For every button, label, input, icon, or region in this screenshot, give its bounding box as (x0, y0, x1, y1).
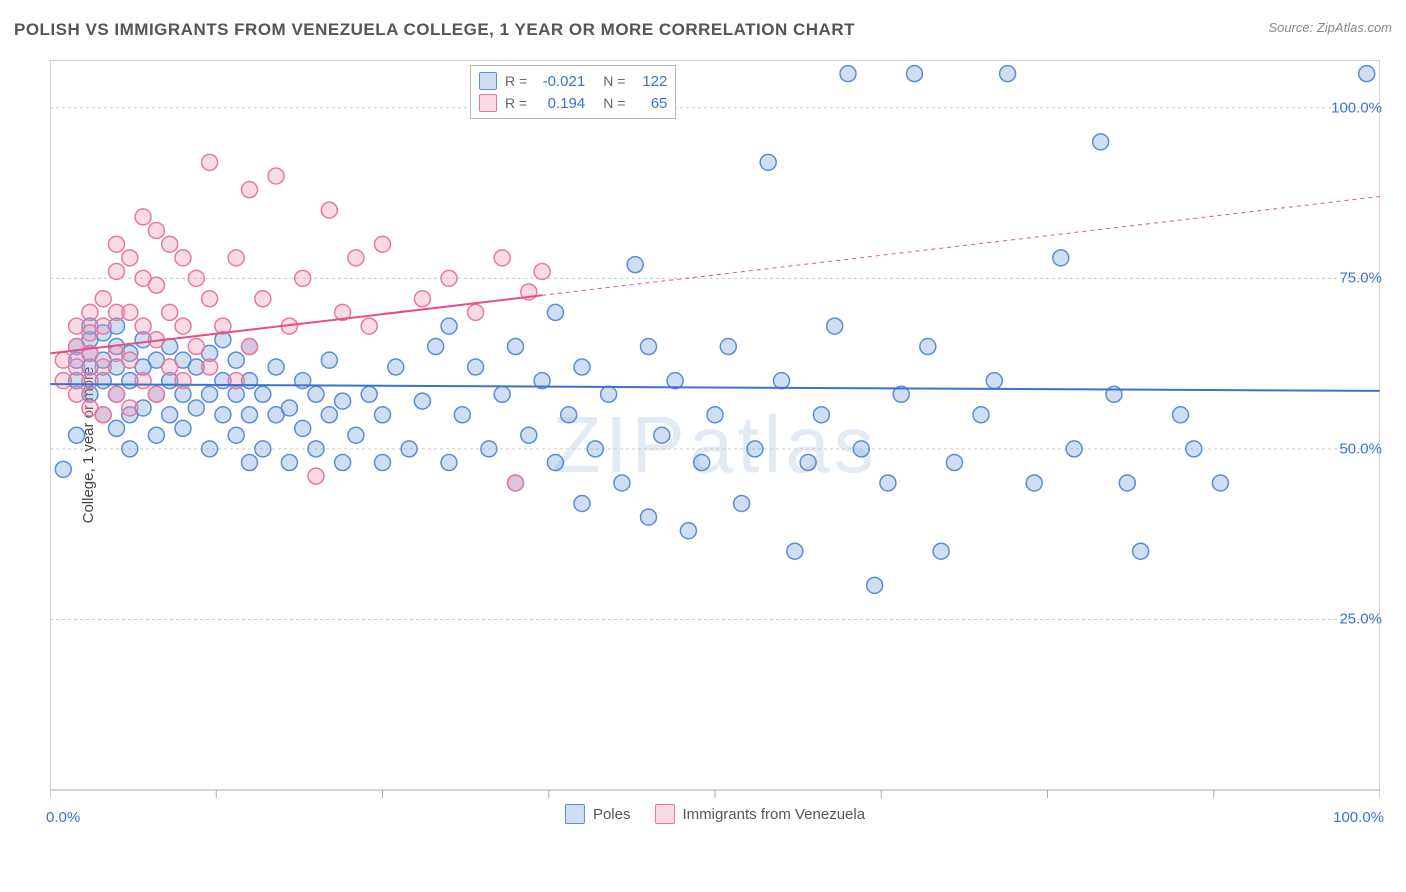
chart-area: College, 1 year or more ZIPatlas R =-0.0… (50, 60, 1380, 830)
n-value: 65 (633, 95, 667, 112)
y-tick-label: 75.0% (1339, 270, 1382, 287)
scatter-plot (50, 60, 1380, 830)
bottom-legend: Poles Immigrants from Venezuela (565, 804, 865, 824)
r-value: -0.021 (535, 73, 585, 90)
swatch-icon (479, 72, 497, 90)
y-tick-label: 100.0% (1331, 99, 1382, 116)
swatch-icon (479, 94, 497, 112)
legend-label: Immigrants from Venezuela (682, 806, 865, 823)
legend-swatch-icon (654, 804, 674, 824)
n-label: N = (603, 95, 625, 111)
n-label: N = (603, 73, 625, 89)
r-label: R = (505, 95, 527, 111)
legend-item: Poles (565, 804, 631, 824)
chart-title: POLISH VS IMMIGRANTS FROM VENEZUELA COLL… (14, 20, 855, 40)
x-axis-min-label: 0.0% (46, 809, 80, 826)
x-axis-max-label: 100.0% (1333, 809, 1384, 826)
legend-swatch-icon (565, 804, 585, 824)
n-value: 122 (633, 73, 667, 90)
r-value: 0.194 (535, 95, 585, 112)
stats-row: R = -0.021 N = 122 (479, 70, 667, 92)
stats-row: R = 0.194 N = 65 (479, 92, 667, 114)
stats-legend-box: R = -0.021 N = 122 R = 0.194 N = 65 (470, 65, 676, 119)
r-label: R = (505, 73, 527, 89)
source-credit: Source: ZipAtlas.com (1268, 20, 1392, 35)
y-tick-label: 25.0% (1339, 611, 1382, 628)
legend-label: Poles (593, 806, 631, 823)
y-tick-label: 50.0% (1339, 440, 1382, 457)
legend-item: Immigrants from Venezuela (654, 804, 865, 824)
